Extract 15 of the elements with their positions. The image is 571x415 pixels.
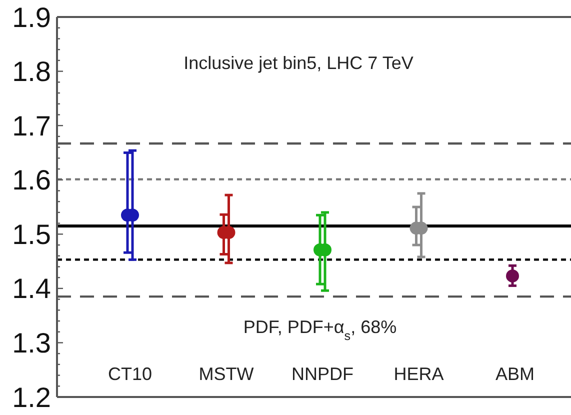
y-tick-label: 1.2	[12, 382, 51, 413]
annotation: PDF, PDF+α$_{s}$, 68%	[243, 317, 397, 343]
text: Inclusive jet bin5, LHC 7 TeV	[184, 53, 414, 73]
x-tick-label: HERA	[394, 364, 444, 384]
y-tick-label: 1.5	[12, 218, 51, 250]
x-tick-label: MSTW	[198, 364, 254, 384]
y-tick-label: 1.6	[12, 164, 51, 196]
y-tick-label: 1.4	[12, 273, 51, 304]
y-tick-label: 1.3	[12, 328, 51, 359]
y-tick-label: 1.7	[12, 110, 51, 142]
x-tick-label: CT10	[108, 364, 152, 384]
x-tick-label: NNPDF	[292, 364, 354, 384]
x-tick-label: ABM	[495, 364, 535, 384]
y-tick-label: 1.9	[12, 2, 51, 33]
y-tick-label: 1.8	[12, 56, 51, 88]
